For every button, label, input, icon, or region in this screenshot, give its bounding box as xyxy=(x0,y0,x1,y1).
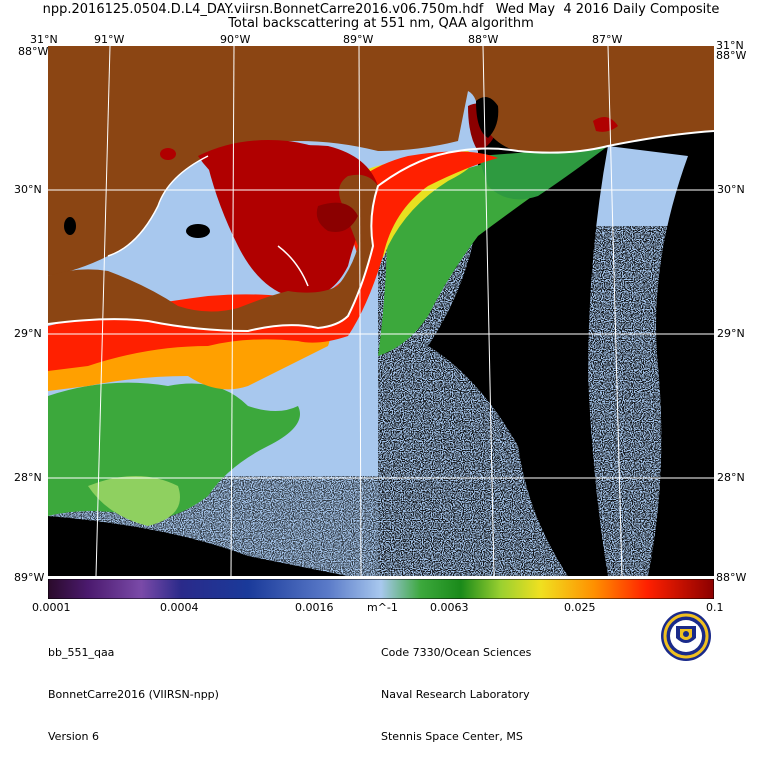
footer-location: Stennis Space Center, MS xyxy=(381,730,523,743)
lake-small-3 xyxy=(64,217,76,235)
colorbar-label-2: 0.0004 xyxy=(160,601,199,614)
lat-label-top-left: 31°N xyxy=(30,33,58,46)
coastline-inner xyxy=(107,155,309,287)
title-line-2: Total backscattering at 551 nm, QAA algo… xyxy=(228,16,534,31)
footer-right: Code 7330/Ocean Sciences Naval Research … xyxy=(381,618,531,758)
lat-tick-30n-right: 30°N xyxy=(717,183,745,196)
lake-small-2 xyxy=(186,224,210,238)
colorbar-label-min: 0.0001 xyxy=(32,601,71,614)
lake-pontchartrain xyxy=(198,140,348,193)
nrl-seal-logo xyxy=(660,610,712,662)
colorbar-units: m^-1 xyxy=(367,601,398,614)
lat-label-top-right: 31°N xyxy=(716,39,744,52)
lake-small-1 xyxy=(160,148,176,160)
corner-label-bottom-left: 89°W xyxy=(14,571,45,584)
footer-product: bb_551_qaa xyxy=(48,646,115,659)
plume-green-light xyxy=(88,476,180,526)
corner-label-top-left: 88°W xyxy=(18,45,49,58)
corner-label-top-right: 88°W xyxy=(716,49,747,62)
plume-green-coastal xyxy=(478,146,608,200)
coastline xyxy=(48,130,714,333)
land-mass xyxy=(48,46,714,276)
lon-tick-88w: 88°W xyxy=(468,33,499,46)
graticule xyxy=(48,46,714,576)
footer-version: Version 6 xyxy=(48,730,99,743)
lon-tick-87w: 87°W xyxy=(592,33,623,46)
lat-tick-28n-left: 28°N xyxy=(14,471,42,484)
footer-code: Code 7330/Ocean Sciences xyxy=(381,646,532,659)
footer-lab: Naval Research Laboratory xyxy=(381,688,530,701)
pensacola-bay xyxy=(593,117,618,132)
colorbar-label-3: 0.0016 xyxy=(295,601,334,614)
plume-green-east xyxy=(378,156,568,356)
lat-tick-28n-right: 28°N xyxy=(717,471,745,484)
colorbar-label-max: 0.1 xyxy=(706,601,724,614)
mobile-bay xyxy=(476,97,499,138)
lake-borgne xyxy=(316,202,358,232)
footer-left: bb_551_qaa BonnetCarre2016 (VIIRSN-npp) … xyxy=(48,618,219,758)
satellite-map[interactable] xyxy=(48,46,714,576)
footer-dataset: BonnetCarre2016 (VIIRSN-npp) xyxy=(48,688,219,701)
colorbar xyxy=(47,578,715,600)
lon-tick-91w: 91°W xyxy=(94,33,125,46)
lon-tick-89w: 89°W xyxy=(343,33,374,46)
lat-tick-29n-right: 29°N xyxy=(717,327,745,340)
colorbar-label-4: 0.0063 xyxy=(430,601,469,614)
title-line-1: npp.2016125.0504.D.L4_DAY.viirsn.BonnetC… xyxy=(42,2,720,17)
corner-label-bottom-right: 88°W xyxy=(716,571,747,584)
lon-tick-90w: 90°W xyxy=(220,33,251,46)
land-delta xyxy=(48,174,378,331)
lat-tick-30n-left: 30°N xyxy=(14,183,42,196)
lat-tick-29n-left: 29°N xyxy=(14,327,42,340)
colorbar-label-5: 0.025 xyxy=(564,601,596,614)
